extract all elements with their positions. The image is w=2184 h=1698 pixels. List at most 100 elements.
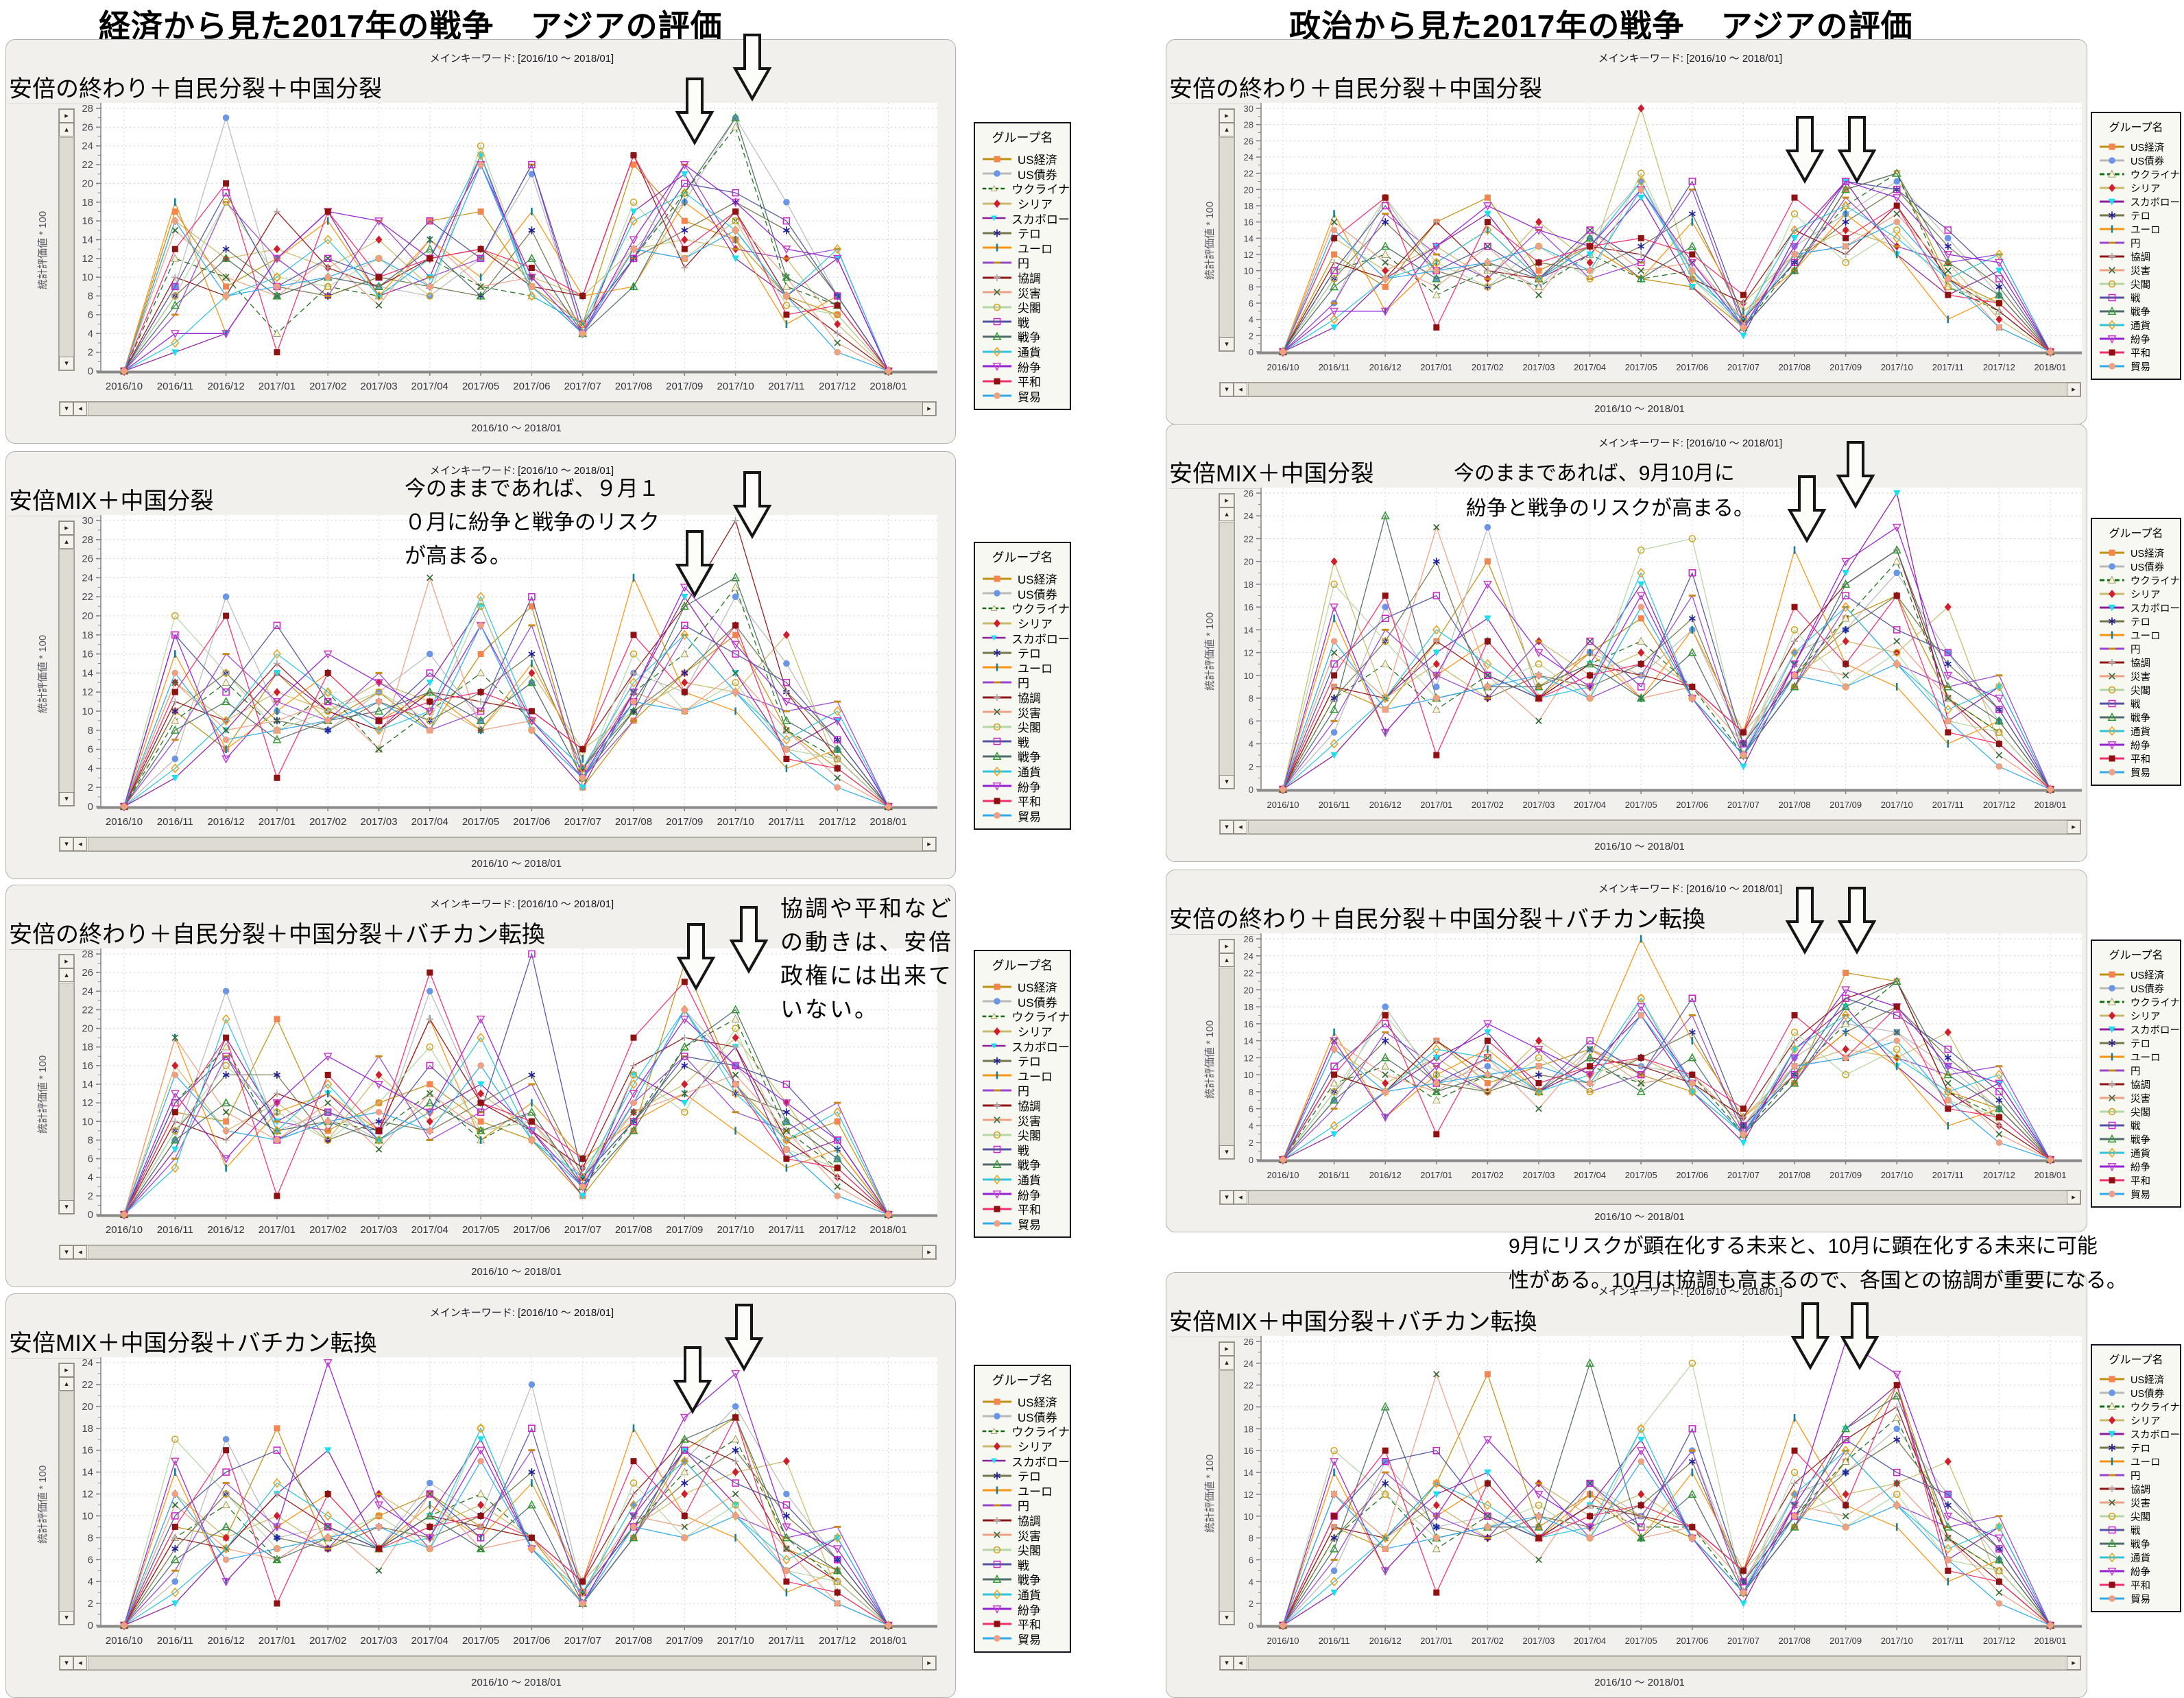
scroll-right-button[interactable]: ▸ — [2067, 820, 2080, 834]
scroll-right-small-button[interactable]: ▸ — [1219, 1342, 1234, 1356]
scroll-drop-button[interactable]: ▾ — [60, 837, 73, 851]
h-scrollbar[interactable]: ▾ ◂ ▸ — [1219, 382, 2081, 397]
scroll-left-button[interactable]: ◂ — [1234, 383, 1247, 396]
scroll-drop-button[interactable]: ▾ — [60, 402, 73, 416]
v-scroll-thumb[interactable] — [1219, 522, 1234, 776]
h-scrollbar[interactable]: ▾ ◂ ▸ — [1219, 1190, 2081, 1205]
h-scroll-thumb[interactable] — [1248, 1656, 2067, 1670]
v-scrollbar[interactable]: ▸ ▴ ▾ — [58, 521, 75, 806]
legend-entry-label: スカボロー — [1011, 213, 1070, 226]
scroll-up-button[interactable]: ▴ — [1219, 123, 1234, 136]
v-scroll-thumb[interactable] — [1219, 1370, 1234, 1612]
scroll-right-button[interactable]: ▸ — [922, 402, 936, 416]
down-arrow-icon — [732, 34, 772, 101]
x-axis-tick-label: 2017/01 — [259, 1224, 296, 1236]
h-scroll-thumb[interactable] — [88, 1245, 923, 1259]
scroll-drop-button[interactable]: ▾ — [60, 1245, 73, 1259]
v-scroll-thumb[interactable] — [59, 983, 74, 1201]
legend-entry: 貿易 — [2092, 1592, 2180, 1605]
scroll-down-button[interactable]: ▾ — [59, 1200, 74, 1214]
h-scrollbar[interactable]: ▾ ◂ ▸ — [1219, 820, 2081, 835]
v-scrollbar[interactable]: ▸ ▴ ▾ — [58, 954, 75, 1215]
panel-title: 安倍MIX＋中国分裂＋バチカン転換 — [9, 1324, 377, 1359]
scroll-left-button[interactable]: ◂ — [73, 1656, 87, 1670]
h-scroll-thumb[interactable] — [1248, 1191, 2067, 1204]
scroll-right-small-button[interactable]: ▸ — [59, 955, 74, 968]
v-scroll-thumb[interactable] — [1219, 968, 1234, 1146]
h-scrollbar[interactable]: ▾ ◂ ▸ — [59, 837, 937, 852]
scroll-up-button[interactable]: ▴ — [59, 535, 74, 549]
legend-entry: シリア — [2092, 1413, 2180, 1427]
scroll-left-button[interactable]: ◂ — [1234, 1191, 1247, 1204]
legend-entry-label: 協調 — [2131, 1484, 2150, 1496]
scroll-right-small-button[interactable]: ▸ — [1219, 940, 1234, 953]
v-scroll-thumb[interactable] — [59, 1391, 74, 1612]
scroll-right-small-button[interactable]: ▸ — [1219, 109, 1234, 123]
legend-swatch — [2099, 1026, 2124, 1033]
scroll-right-small-button[interactable]: ▸ — [59, 521, 74, 535]
h-scrollbar[interactable]: ▾ ◂ ▸ — [59, 1655, 937, 1671]
legend-entry: 通貨 — [2092, 1551, 2180, 1564]
scroll-down-button[interactable]: ▾ — [1219, 1145, 1234, 1159]
h-scrollbar[interactable]: ▾ ◂ ▸ — [1219, 1655, 2081, 1671]
legend-swatch — [2100, 1485, 2124, 1492]
scroll-left-button[interactable]: ◂ — [73, 837, 87, 851]
scroll-down-button[interactable]: ▾ — [1219, 1611, 1234, 1625]
x-axis-tick-label: 2017/02 — [309, 1224, 346, 1236]
h-scroll-thumb[interactable] — [88, 1656, 923, 1670]
svg-text:20: 20 — [82, 610, 93, 622]
svg-text:14: 14 — [82, 1079, 93, 1090]
scroll-up-button[interactable]: ▴ — [59, 968, 74, 982]
scroll-right-button[interactable]: ▸ — [2067, 1656, 2080, 1670]
h-scroll-thumb[interactable] — [88, 837, 923, 851]
v-scroll-thumb[interactable] — [59, 137, 74, 357]
v-scrollbar[interactable]: ▸ ▴ ▾ — [1219, 493, 1235, 789]
scroll-right-button[interactable]: ▸ — [2067, 383, 2080, 396]
v-scrollbar[interactable]: ▸ ▴ ▾ — [58, 108, 75, 371]
scroll-up-button[interactable]: ▴ — [59, 123, 74, 136]
scroll-left-button[interactable]: ◂ — [73, 402, 87, 416]
svg-text:14: 14 — [1244, 1468, 1253, 1478]
v-scrollbar[interactable]: ▸ ▴ ▾ — [1219, 108, 1235, 352]
scroll-left-button[interactable]: ◂ — [1234, 820, 1247, 834]
scroll-up-button[interactable]: ▴ — [1219, 953, 1234, 967]
h-scroll-thumb[interactable] — [1248, 383, 2067, 396]
legend-entry-label: 尖閣 — [1018, 1544, 1041, 1558]
x-axis-tick-label: 2017/01 — [259, 816, 296, 828]
scroll-left-button[interactable]: ◂ — [73, 1245, 87, 1259]
scroll-right-small-button[interactable]: ▸ — [59, 1363, 74, 1377]
v-scroll-thumb[interactable] — [1219, 137, 1234, 338]
scroll-down-button[interactable]: ▾ — [59, 357, 74, 370]
legend-entry: シリア — [975, 196, 1070, 211]
scroll-drop-button[interactable]: ▾ — [1220, 820, 1234, 834]
scroll-drop-button[interactable]: ▾ — [1220, 1191, 1234, 1204]
scroll-down-button[interactable]: ▾ — [1219, 775, 1234, 789]
legend-entry-label: シリア — [2131, 183, 2161, 195]
scroll-down-button[interactable]: ▾ — [59, 1611, 74, 1625]
x-axis-tick-label: 2018/01 — [869, 381, 907, 392]
scroll-up-button[interactable]: ▴ — [59, 1377, 74, 1391]
scroll-drop-button[interactable]: ▾ — [1220, 383, 1234, 396]
legend-entry: 尖閣 — [975, 1542, 1070, 1557]
h-scroll-thumb[interactable] — [88, 402, 923, 416]
h-scrollbar[interactable]: ▾ ◂ ▸ — [59, 401, 937, 416]
scroll-right-button[interactable]: ▸ — [922, 837, 936, 851]
scroll-up-button[interactable]: ▴ — [1219, 1356, 1234, 1370]
scroll-right-button[interactable]: ▸ — [922, 1245, 936, 1259]
scroll-drop-button[interactable]: ▾ — [1220, 1656, 1234, 1670]
v-scroll-thumb[interactable] — [59, 549, 74, 793]
v-scrollbar[interactable]: ▸ ▴ ▾ — [58, 1363, 75, 1625]
scroll-down-button[interactable]: ▾ — [59, 792, 74, 806]
scroll-left-button[interactable]: ◂ — [1234, 1656, 1247, 1670]
scroll-down-button[interactable]: ▾ — [1219, 337, 1234, 351]
v-scrollbar[interactable]: ▸ ▴ ▾ — [1219, 939, 1235, 1160]
scroll-right-small-button[interactable]: ▸ — [1219, 494, 1234, 507]
h-scrollbar[interactable]: ▾ ◂ ▸ — [59, 1245, 937, 1260]
scroll-up-button[interactable]: ▴ — [1219, 507, 1234, 521]
scroll-right-small-button[interactable]: ▸ — [59, 109, 74, 123]
v-scrollbar[interactable]: ▸ ▴ ▾ — [1219, 1341, 1235, 1625]
scroll-drop-button[interactable]: ▾ — [60, 1656, 73, 1670]
scroll-right-button[interactable]: ▸ — [2067, 1191, 2080, 1204]
scroll-right-button[interactable]: ▸ — [922, 1656, 936, 1670]
h-scroll-thumb[interactable] — [1248, 820, 2067, 834]
